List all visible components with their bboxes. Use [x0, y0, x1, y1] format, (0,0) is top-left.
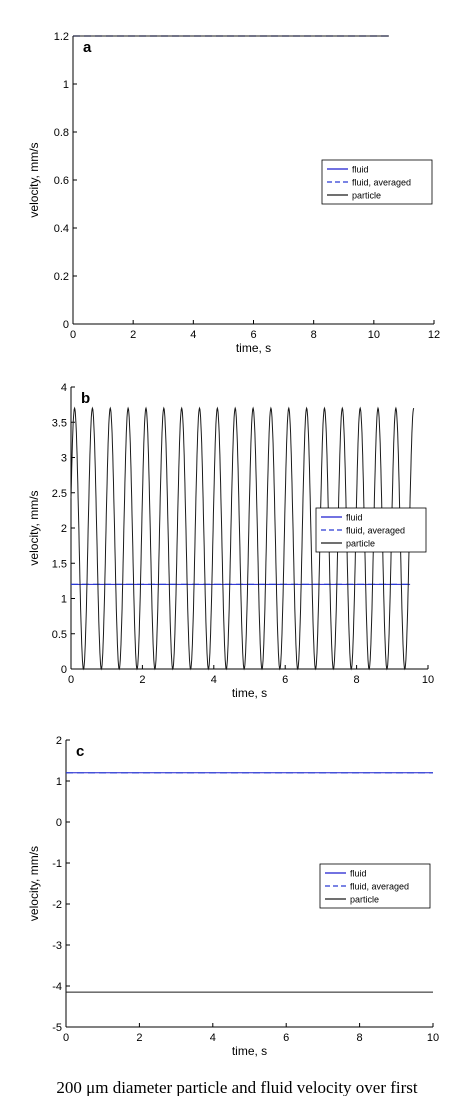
chart-panel-c: 0 2 4 6 8 10 -5 -4 -3 -2 -1 0 1 2 time, s velocity, mm/… [27, 735, 439, 1058]
legend-entry: particle [352, 191, 381, 201]
legend-entry: particle [350, 895, 379, 905]
x-tick-label: 12 [428, 329, 440, 341]
y-tick-label: 1.5 [52, 558, 67, 570]
x-axis-label: time, s [232, 686, 267, 700]
y-tick-label: 0.8 [54, 127, 69, 139]
panel-label: a [83, 39, 92, 56]
y-tick-label: 0.2 [54, 271, 69, 283]
x-tick-label: 2 [139, 674, 145, 686]
legend-entry: fluid, averaged [352, 178, 411, 188]
y-tick-label: 1 [63, 79, 69, 91]
chart-panel-a: 0 2 4 6 8 10 12 0 0.2 0.4 0.6 0.8 1 1.2 time, s velocit… [27, 31, 440, 355]
x-tick-label: 8 [354, 674, 360, 686]
x-tick-label: 8 [311, 329, 317, 341]
y-tick-label: 2 [61, 523, 67, 535]
x-tick-label: 4 [210, 1032, 216, 1044]
y-tick-label: -3 [52, 940, 62, 952]
figure-caption: 200 μm diameter particle and fluid veloc… [56, 1079, 418, 1096]
panel-label: c [76, 743, 84, 760]
y-tick-label: 3.5 [52, 417, 67, 429]
x-tick-label: 6 [250, 329, 256, 341]
y-tick-label: 0.6 [54, 175, 69, 187]
y-tick-label: 0.4 [54, 223, 69, 235]
x-tick-label: 4 [211, 674, 217, 686]
y-tick-label: 1 [56, 776, 62, 788]
legend-entry: fluid [346, 513, 363, 523]
legend-entry: fluid, averaged [346, 526, 405, 536]
y-tick-label: 2.5 [52, 488, 67, 500]
y-tick-label: 0.5 [52, 629, 67, 641]
legend-box [319, 863, 431, 909]
y-tick-label: -5 [52, 1022, 62, 1034]
x-tick-label: 8 [357, 1032, 363, 1044]
legend: fluid fluid, averaged particle [315, 507, 427, 553]
legend-entry: fluid, averaged [350, 882, 409, 892]
x-tick-label: 0 [70, 329, 76, 341]
x-tick-label: 2 [130, 329, 136, 341]
legend-entry: particle [346, 539, 375, 549]
legend-entry: fluid [352, 165, 369, 175]
x-tick-label: 6 [282, 674, 288, 686]
y-tick-label: -2 [52, 899, 62, 911]
y-tick-label: 0 [61, 664, 67, 676]
x-axis-label: time, s [232, 1044, 267, 1058]
y-tick-label: 2 [56, 735, 62, 747]
y-tick-label: 1 [61, 594, 67, 606]
y-axis-label: velocity, mm/s [27, 846, 41, 921]
series-line-particle [70, 406, 415, 671]
legend-box [321, 159, 433, 205]
x-tick-label: 4 [190, 329, 196, 341]
x-tick-label: 0 [63, 1032, 69, 1044]
x-axis-label: time, s [236, 341, 271, 355]
y-tick-label: -1 [52, 858, 62, 870]
y-axis-label: velocity, mm/s [27, 490, 41, 565]
panel-label: b [81, 390, 90, 407]
legend-box [315, 507, 427, 553]
y-tick-label: 0 [56, 817, 62, 829]
y-axis-label: velocity, mm/s [27, 142, 41, 217]
x-tick-label: 0 [68, 674, 74, 686]
y-tick-label: 1.2 [54, 31, 69, 43]
y-tick-label: 3 [61, 453, 67, 465]
x-tick-label: 6 [283, 1032, 289, 1044]
legend: fluid fluid, averaged particle [319, 863, 431, 909]
legend: fluid fluid, averaged particle [321, 159, 433, 205]
chart-panel-b: 0 2 4 6 8 10 0 0.5 1 1.5 2 2.5 3 3.5 4 time, s velocity,… [27, 382, 434, 700]
y-tick-label: 0 [63, 319, 69, 331]
x-tick-label: 10 [368, 329, 380, 341]
legend-entry: fluid [350, 869, 367, 879]
x-tick-label: 10 [427, 1032, 439, 1044]
x-tick-label: 2 [136, 1032, 142, 1044]
x-tick-label: 10 [422, 674, 434, 686]
y-tick-label: -4 [52, 981, 62, 993]
y-tick-label: 4 [61, 382, 67, 394]
